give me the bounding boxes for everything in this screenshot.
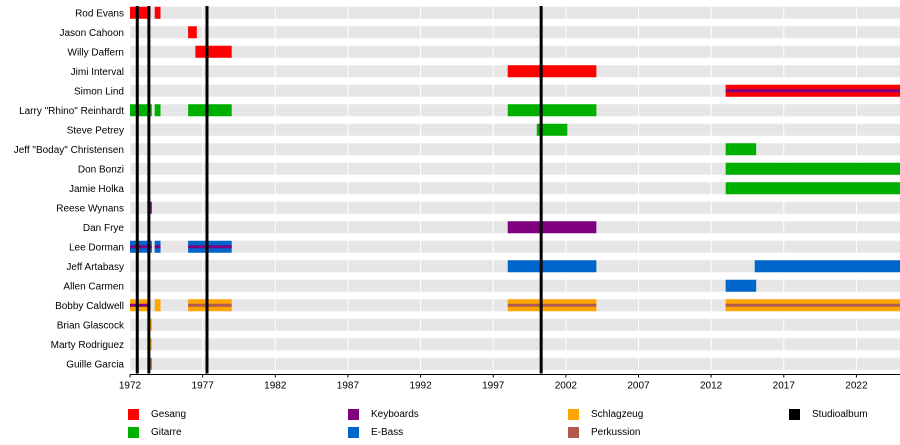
x-tick-label-2022: 2022	[845, 381, 868, 392]
bar-jason-cahoon-0	[188, 26, 197, 39]
row-band-willy-daffern	[130, 45, 900, 58]
bar-steve-petrey-0	[536, 123, 568, 136]
member-name-marty-rodriguez: Marty Rodriguez	[51, 340, 124, 351]
member-name-larry-rhino-reinhardt: Larry "Rhino" Reinhardt	[19, 106, 124, 117]
member-name-brian-glascock: Brian Glascock	[57, 320, 125, 331]
member-name-simon-lind: Simon Lind	[74, 86, 124, 97]
x-tick-label-1977: 1977	[192, 381, 215, 392]
bar-allen-carmen-0	[725, 279, 757, 292]
member-name-jason-cahoon: Jason Cahoon	[60, 28, 125, 39]
row-band-reese-wynans	[130, 201, 900, 214]
member-name-don-bonzi: Don Bonzi	[78, 164, 124, 175]
row-band-lee-dorman	[130, 240, 900, 253]
bar-willy-daffern-0	[195, 45, 232, 58]
member-name-bobby-caldwell: Bobby Caldwell	[55, 301, 124, 312]
x-tick-label-1997: 1997	[482, 381, 505, 392]
row-band-jason-cahoon	[130, 26, 900, 39]
member-name-guille-garcia: Guille Garcia	[66, 359, 124, 370]
bar-accent-simon-lind-0	[725, 89, 900, 93]
bar-dan-frye-0	[507, 221, 597, 234]
bar-larry-rhino-reinhardt-0	[130, 104, 152, 117]
member-name-allen-carmen: Allen Carmen	[63, 281, 124, 292]
row-band-marty-rodriguez	[130, 338, 900, 351]
x-tick-label-2017: 2017	[773, 381, 796, 392]
bar-rod-evans-1	[154, 6, 161, 19]
row-band-rod-evans	[130, 6, 900, 19]
x-tick-label-1987: 1987	[337, 381, 360, 392]
bar-jeff-artabasy-1	[754, 260, 900, 273]
x-tick-label-1972: 1972	[119, 381, 142, 392]
membership-bars	[130, 6, 900, 370]
row-band-simon-lind	[130, 84, 900, 97]
album-line-3	[539, 6, 543, 374]
bar-accent-lee-dorman-2	[188, 245, 232, 249]
member-name-jeff-artabasy: Jeff Artabasy	[66, 262, 124, 273]
member-name-jimi-interval: Jimi Interval	[71, 67, 124, 78]
bar-accent-bobby-caldwell-4	[725, 303, 900, 307]
bar-jimi-interval-0	[507, 65, 597, 78]
bar-rod-evans-0	[130, 6, 151, 19]
album-line-2	[205, 6, 209, 374]
x-tick-label-2002: 2002	[555, 381, 578, 392]
bar-bobby-caldwell-1	[154, 299, 161, 312]
member-name-lee-dorman: Lee Dorman	[69, 242, 124, 253]
bar-accent-bobby-caldwell-3	[507, 303, 597, 307]
row-band-guille-garcia	[130, 357, 900, 370]
album-line-1	[147, 6, 151, 374]
x-axis: 1972 1977 1982 1987 1992 1997 2002 2007 2012 2017…	[119, 374, 900, 392]
row-band-jamie-holka	[130, 182, 900, 195]
member-name-willy-daffern: Willy Daffern	[68, 47, 125, 58]
row-band-allen-carmen	[130, 279, 900, 292]
row-band-don-bonzi	[130, 162, 900, 175]
bar-accent-lee-dorman-0	[130, 245, 152, 249]
row-band-jeff-boday-christensen	[130, 143, 900, 156]
row-band-brian-glascock	[130, 318, 900, 331]
x-tick-label-2007: 2007	[627, 381, 650, 392]
bar-larry-rhino-reinhardt-3	[507, 104, 597, 117]
bar-jeff-artabasy-0	[507, 260, 597, 273]
member-name-steve-petrey: Steve Petrey	[67, 125, 124, 136]
bar-jeff-boday-christensen-0	[725, 143, 757, 156]
member-name-jeff-boday-christensen: Jeff "Boday" Christensen	[14, 145, 124, 156]
bar-larry-rhino-reinhardt-1	[154, 104, 161, 117]
album-line-0	[135, 6, 139, 374]
bar-accent-lee-dorman-1	[154, 245, 161, 249]
x-tick-label-1982: 1982	[264, 381, 287, 392]
bar-don-bonzi-0	[725, 162, 900, 175]
member-name-reese-wynans: Reese Wynans	[56, 203, 124, 214]
x-tick-label-1992: 1992	[409, 381, 432, 392]
member-name-rod-evans: Rod Evans	[75, 8, 124, 19]
member-name-dan-frye: Dan Frye	[83, 223, 125, 234]
bar-accent-bobby-caldwell-2	[188, 303, 232, 307]
album-lines	[135, 6, 543, 374]
member-names: Rod Evans Jason Cahoon Willy Daffern Jimi I…	[14, 8, 125, 370]
member-name-jamie-holka: Jamie Holka	[69, 184, 124, 195]
bar-larry-rhino-reinhardt-2	[188, 104, 232, 117]
x-tick-label-2012: 2012	[700, 381, 723, 392]
bar-accent-bobby-caldwell-0	[130, 303, 151, 307]
row-band-steve-petrey	[130, 123, 900, 136]
bar-jamie-holka-0	[725, 182, 900, 195]
